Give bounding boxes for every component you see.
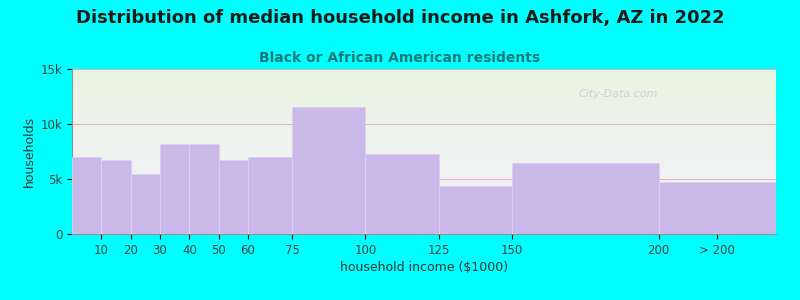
Bar [248, 157, 292, 234]
Y-axis label: households: households [23, 116, 36, 187]
Bar [512, 163, 658, 234]
Bar [102, 160, 130, 234]
Text: Distribution of median household income in Ashfork, AZ in 2022: Distribution of median household income … [76, 9, 724, 27]
Bar [160, 144, 190, 234]
Bar [218, 160, 248, 234]
Text: City-Data.com: City-Data.com [579, 89, 658, 99]
Text: Black or African American residents: Black or African American residents [259, 51, 541, 65]
Bar [130, 173, 160, 234]
Bar [72, 157, 102, 234]
Bar [438, 186, 512, 234]
Bar [190, 144, 218, 234]
Bar [366, 154, 438, 234]
Bar [292, 107, 366, 234]
Bar [658, 182, 776, 234]
X-axis label: household income ($1000): household income ($1000) [340, 261, 508, 274]
